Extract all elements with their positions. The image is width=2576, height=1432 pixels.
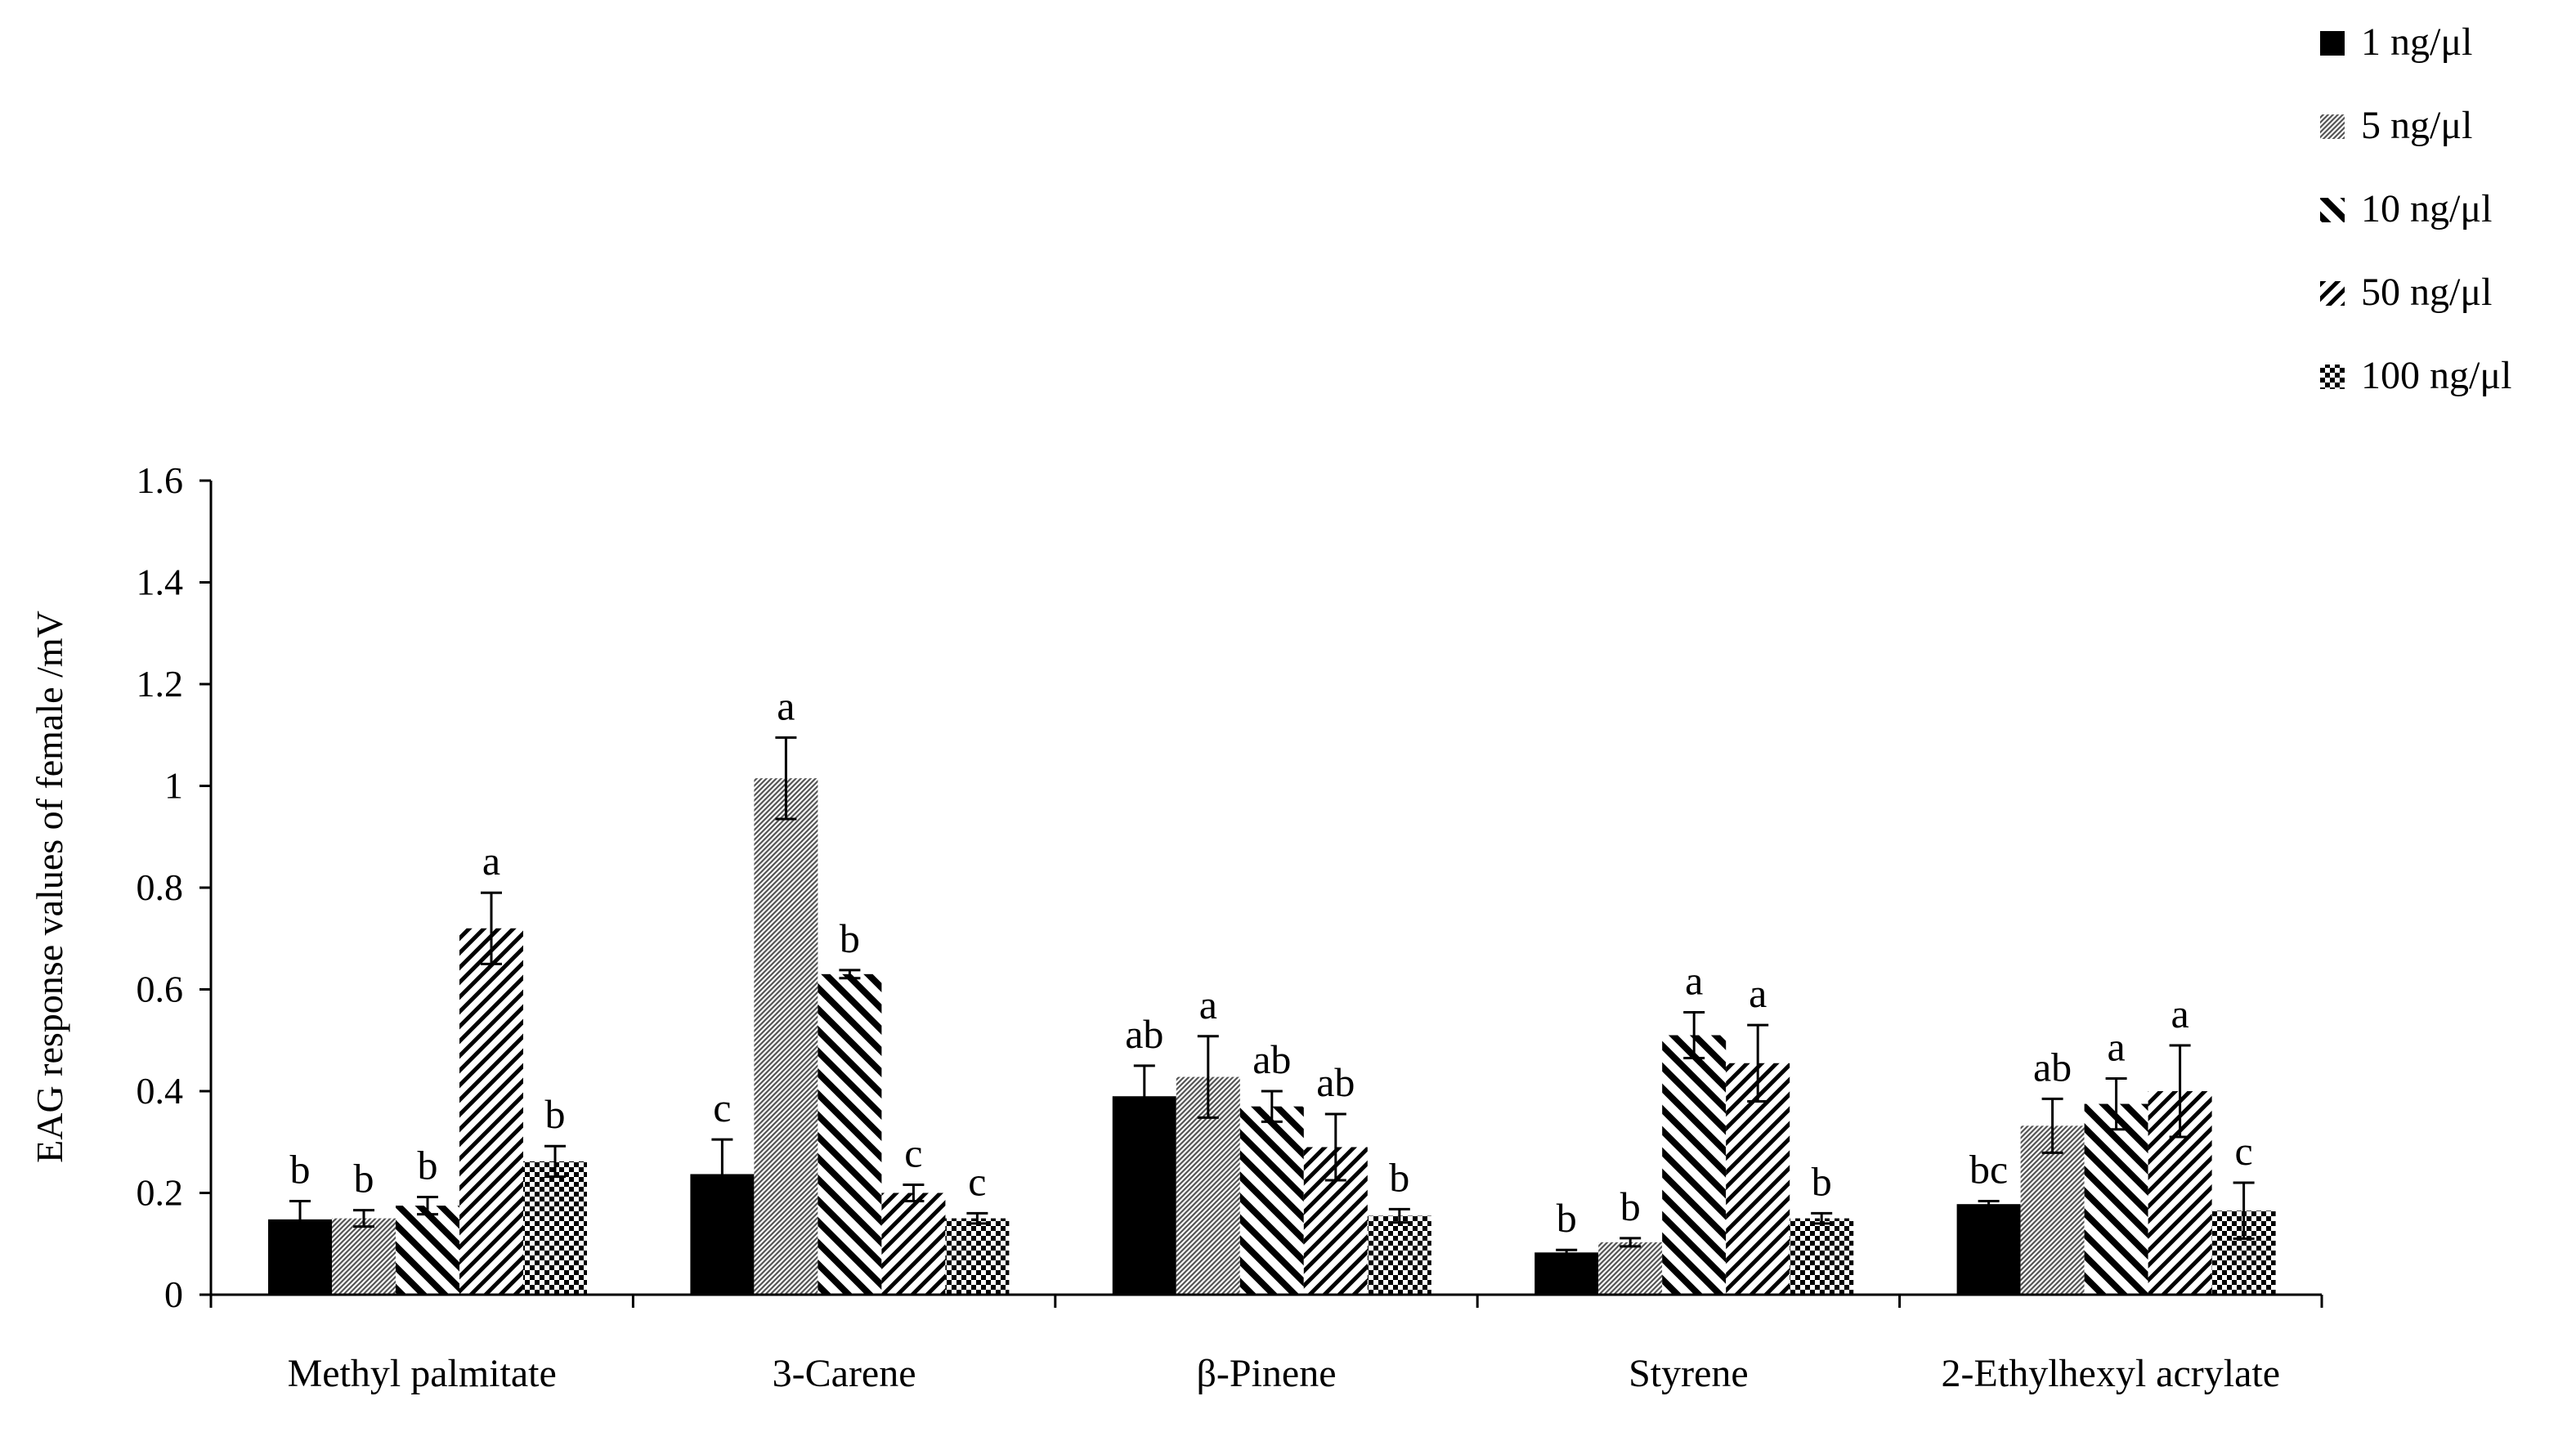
significance-letter: a bbox=[482, 838, 500, 884]
bar-3-4 bbox=[1662, 1035, 1727, 1295]
y-tick-label: 0.8 bbox=[137, 866, 184, 908]
significance-letter: ab bbox=[1252, 1036, 1291, 1082]
y-tick-label: 0.4 bbox=[137, 1070, 184, 1112]
bar-4-1 bbox=[459, 928, 523, 1295]
x-category-label: 3-Carene bbox=[773, 1352, 916, 1395]
significance-letter: c bbox=[904, 1130, 922, 1176]
significance-letter: b bbox=[1620, 1184, 1641, 1229]
bar-1-4 bbox=[1534, 1252, 1599, 1295]
significance-letter: b bbox=[354, 1156, 374, 1202]
y-tick-label: 1.2 bbox=[137, 663, 184, 705]
significance-letter: b bbox=[1812, 1158, 1832, 1204]
significance-letter: ab bbox=[1316, 1059, 1355, 1105]
bar-1-3 bbox=[1112, 1096, 1176, 1295]
significance-letter: a bbox=[1199, 982, 1217, 1027]
significance-letter: a bbox=[2171, 991, 2188, 1036]
x-category-label: β-Pinene bbox=[1196, 1352, 1336, 1395]
bar-2-2 bbox=[754, 778, 818, 1295]
bar-1-5 bbox=[1956, 1204, 2021, 1295]
legend-label-5: 100 ng/μl bbox=[2361, 354, 2511, 397]
significance-letter: c bbox=[968, 1158, 986, 1204]
axes bbox=[209, 481, 2323, 1308]
significance-letter: c bbox=[713, 1085, 731, 1130]
significance-letter: a bbox=[1685, 958, 1703, 1004]
legend-swatch-4 bbox=[2320, 281, 2345, 306]
significance-letter: b bbox=[1557, 1195, 1577, 1241]
legend-swatch-1 bbox=[2320, 31, 2345, 56]
bar-3-3 bbox=[1239, 1106, 1304, 1295]
significance-letter: ab bbox=[1125, 1011, 1163, 1057]
bar-2-1 bbox=[332, 1218, 396, 1295]
y-tick-label: 1.6 bbox=[137, 459, 184, 501]
significance-letter: a bbox=[2107, 1023, 2125, 1069]
significance-letter: ab bbox=[2033, 1044, 2072, 1090]
bars-layer bbox=[268, 778, 2276, 1295]
x-category-label: Methyl palmitate bbox=[288, 1352, 557, 1395]
legend-label-3: 10 ng/μl bbox=[2361, 187, 2492, 230]
bar-5-1 bbox=[523, 1161, 587, 1295]
y-axis-title: EAG response values of female /mV bbox=[29, 611, 70, 1163]
bar-3-2 bbox=[818, 973, 882, 1295]
error-bars-layer bbox=[289, 736, 2255, 1256]
legend-swatch-5 bbox=[2320, 365, 2345, 389]
x-axis-category-labels: Methyl palmitate 3-Carene β-Pinene Styrene 2… bbox=[288, 1352, 2280, 1395]
x-category-label: Styrene bbox=[1628, 1352, 1749, 1395]
significance-letter: b bbox=[545, 1091, 566, 1137]
y-tick-label: 1 bbox=[164, 765, 183, 807]
bar-2-4 bbox=[1598, 1242, 1663, 1295]
y-axis-ticks: 0 0.2 0.4 0.6 0.8 1 1.2 1.4 1.6 bbox=[137, 459, 211, 1315]
bar-3-5 bbox=[2084, 1103, 2148, 1295]
significance-letter: a bbox=[777, 682, 795, 728]
significance-letter: b bbox=[290, 1146, 311, 1192]
significance-letter: b bbox=[418, 1142, 438, 1188]
legend-swatch-3 bbox=[2320, 198, 2345, 222]
significance-letter: b bbox=[840, 915, 860, 961]
legend-swatch-2 bbox=[2320, 114, 2345, 139]
significance-letter: bc bbox=[1969, 1146, 2008, 1192]
y-tick-label: 0.2 bbox=[137, 1172, 184, 1214]
x-category-label: 2-Ethylhexyl acrylate bbox=[1942, 1352, 2281, 1395]
bar-3-1 bbox=[396, 1206, 459, 1295]
bar-5-3 bbox=[1367, 1215, 1431, 1295]
y-tick-label: 0 bbox=[164, 1273, 183, 1315]
significance-letter: c bbox=[2234, 1128, 2252, 1174]
significance-letter: a bbox=[1749, 970, 1767, 1016]
legend-label-4: 50 ng/μl bbox=[2361, 271, 2492, 314]
legend-label-2: 5 ng/μl bbox=[2361, 104, 2472, 147]
bar-5-2 bbox=[945, 1218, 1010, 1295]
legend-label-1: 1 ng/μl bbox=[2361, 20, 2472, 64]
bar-5-4 bbox=[1790, 1218, 1854, 1295]
y-tick-label: 0.6 bbox=[137, 969, 184, 1010]
bar-4-2 bbox=[881, 1193, 946, 1295]
legend: 1 ng/μl 5 ng/μl 10 ng/μl 50 ng/μl 100 ng/μl bbox=[2320, 20, 2511, 397]
y-tick-label: 1.4 bbox=[137, 562, 184, 603]
significance-letter: b bbox=[1389, 1154, 1409, 1200]
